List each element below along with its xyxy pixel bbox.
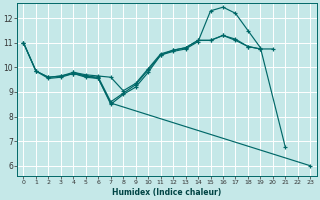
X-axis label: Humidex (Indice chaleur): Humidex (Indice chaleur) — [112, 188, 221, 197]
